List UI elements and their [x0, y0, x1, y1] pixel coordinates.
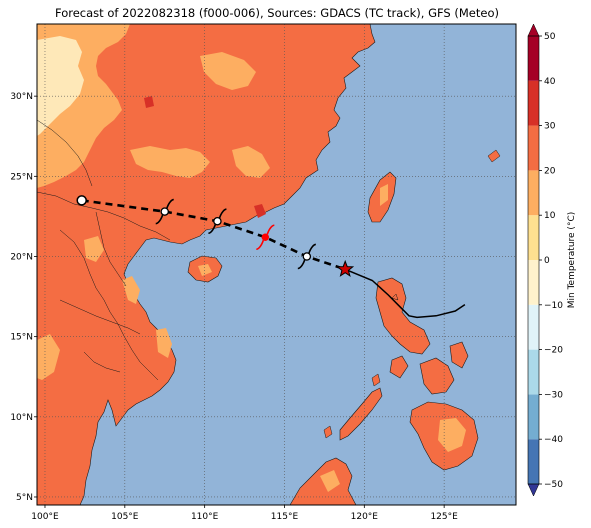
visayas-islands — [419, 357, 455, 395]
y-tick-label: 30°N — [10, 92, 33, 102]
highland-zone-g — [37, 334, 60, 380]
samar-island — [449, 341, 469, 369]
highland-zone-d — [122, 276, 140, 304]
y-tick-label: 10°N — [10, 413, 33, 423]
longitude-axis: 100°E 105°E 110°E 115°E 120°E 125°E — [31, 505, 458, 522]
colorbar-cell — [528, 80, 539, 126]
colorbar-label: Min Temperature (°C) — [567, 212, 577, 309]
colorbar-cell — [528, 215, 539, 260]
colorbar-tick-label: −10 — [544, 301, 563, 311]
mindanao-highland — [438, 418, 466, 452]
highland-zone-e — [156, 328, 172, 358]
colorbar-tick-label: −30 — [544, 390, 563, 400]
storm-symbol — [208, 208, 227, 235]
colorbar-cell — [528, 170, 539, 216]
hot-spot-guangdong — [254, 204, 266, 218]
map-title: Forecast of 2022082318 (f000-006), Sourc… — [55, 6, 499, 20]
colorbar-tick-label: 30 — [544, 122, 556, 132]
x-tick-label: 115°E — [271, 512, 299, 522]
y-tick-label: 25°N — [10, 172, 33, 182]
colorbar-tick-label: 50 — [544, 32, 556, 42]
x-tick-label: 125°E — [430, 512, 458, 522]
highland-zone-f — [84, 236, 104, 262]
map-frame — [36, 23, 517, 506]
cold-plateau — [37, 36, 84, 136]
palawan-island — [339, 387, 383, 441]
y-tick-label: 15°N — [10, 333, 33, 343]
highland-zone-b — [232, 146, 270, 178]
colorbar-cell — [528, 439, 539, 484]
colorbar-tick-label: −20 — [544, 346, 563, 356]
borneo-highland — [320, 470, 340, 492]
islet-1 — [487, 149, 501, 163]
colorbar-cell — [528, 260, 539, 305]
gridlines — [37, 24, 516, 505]
colorbar-tick-label: 10 — [544, 211, 556, 221]
x-tick-label: 110°E — [191, 512, 219, 522]
colorbar-tick-label: 40 — [544, 77, 556, 87]
mainland-landmass — [37, 24, 376, 505]
colorbar-cell — [528, 36, 539, 81]
colorbar: −50 −40 −30 −20 −10 0 10 20 30 40 50 Min Temperatu… — [527, 23, 577, 497]
mindoro-island — [389, 355, 409, 379]
country-borders — [37, 119, 171, 381]
colorbar-tick-label: −50 — [544, 480, 563, 490]
hot-spot-sichuan — [144, 96, 154, 108]
storm-symbol-highlight — [256, 224, 275, 251]
x-tick-label: 100°E — [31, 512, 59, 522]
highland-zone-a — [130, 146, 210, 178]
colorbar-extend-max — [527, 23, 540, 37]
islet-2 — [323, 425, 333, 439]
track-start-circle — [76, 195, 87, 206]
islet-3 — [371, 373, 381, 387]
colorbar-extend-min — [527, 483, 540, 497]
storm-symbol — [155, 198, 174, 225]
hainan-highland — [198, 264, 212, 276]
tc-track — [76, 195, 466, 319]
observed-track-line — [344, 268, 466, 319]
taiwan-highland — [380, 184, 388, 206]
latitude-axis: 5°N 10°N 15°N 20°N 25°N 30°N — [10, 92, 37, 503]
colorbar-cell — [528, 394, 539, 440]
map-area — [37, 24, 516, 505]
y-tick-label: 5°N — [16, 493, 33, 503]
forecast-track-line — [81, 199, 346, 271]
highland-zone-c — [200, 52, 256, 90]
colorbar-cell — [528, 349, 539, 395]
islet-4 — [391, 293, 399, 301]
y-tick-label: 20°N — [10, 252, 33, 262]
colorbar-tick-label: −40 — [544, 435, 563, 445]
current-position-star — [336, 259, 355, 277]
colorbar-tick-label: 20 — [544, 166, 556, 176]
colorbar-cell — [528, 125, 539, 171]
colorbar-tick-label: 0 — [544, 256, 550, 266]
x-tick-label: 105°E — [111, 512, 139, 522]
colorbar-cell — [528, 304, 539, 350]
x-tick-label: 120°E — [351, 512, 379, 522]
storm-symbol — [297, 243, 316, 270]
